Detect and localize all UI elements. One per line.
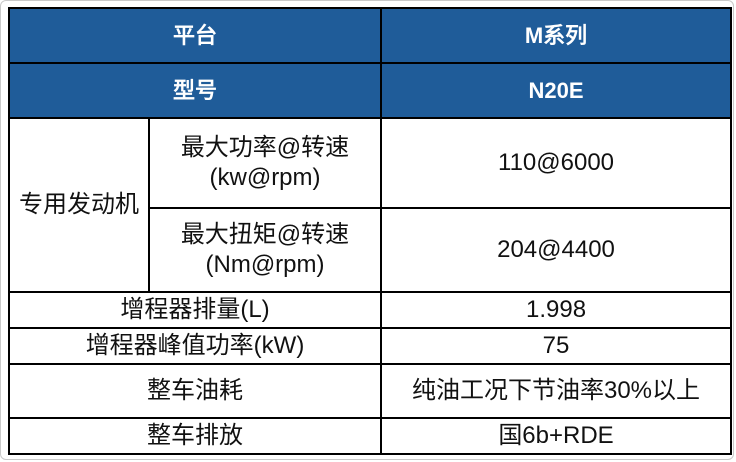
max-torque-label: 最大扭矩@转速 (Nm@rpm)	[147, 207, 383, 293]
engine-group-label: 专用发动机	[8, 117, 150, 293]
table-row: 最大扭矩@转速 (Nm@rpm) 204@4400	[9, 207, 733, 293]
peak-power-label: 增程器峰值功率(kW)	[7, 327, 383, 365]
max-torque-value: 204@4400	[380, 207, 733, 293]
table-row: 整车油耗 纯油工况下节油率30%以上	[7, 363, 733, 419]
table-row: 整车排放 国6b+RDE	[7, 417, 733, 455]
model-label: 型号	[7, 62, 383, 119]
platform-label: 平台	[7, 7, 383, 64]
displacement-label: 增程器排量(L)	[7, 291, 383, 329]
platform-value: M系列	[380, 7, 733, 64]
table-row: 专用发动机 最大功率@转速 (kw@rpm) 110@6000	[8, 117, 733, 293]
max-torque-label-line1: 最大扭矩@转速	[180, 221, 350, 248]
peak-power-value: 75	[380, 327, 733, 365]
table-row: 增程器排量(L) 1.998	[7, 291, 733, 329]
model-value: N20E	[380, 62, 733, 119]
emission-label: 整车排放	[7, 417, 383, 455]
fuel-consumption-value: 纯油工况下节油率30%以上	[380, 363, 733, 419]
max-torque-label-line2: (Nm@rpm)	[205, 251, 325, 278]
displacement-value: 1.998	[380, 291, 733, 329]
spec-table: 平台 M系列 型号 N20E 专用发动机 最大功率@转速 (kw@rpm) 11…	[7, 7, 733, 455]
emission-value: 国6b+RDE	[380, 417, 733, 455]
max-power-label-line2: (kw@rpm)	[209, 164, 321, 191]
fuel-consumption-label: 整车油耗	[7, 363, 383, 419]
max-power-label: 最大功率@转速 (kw@rpm)	[147, 117, 383, 209]
table-row: 增程器峰值功率(kW) 75	[7, 327, 733, 365]
table-row: 平台 M系列	[7, 7, 733, 64]
max-power-value: 110@6000	[380, 117, 733, 209]
table-row: 型号 N20E	[7, 62, 733, 119]
max-power-label-line1: 最大功率@转速	[180, 134, 350, 161]
